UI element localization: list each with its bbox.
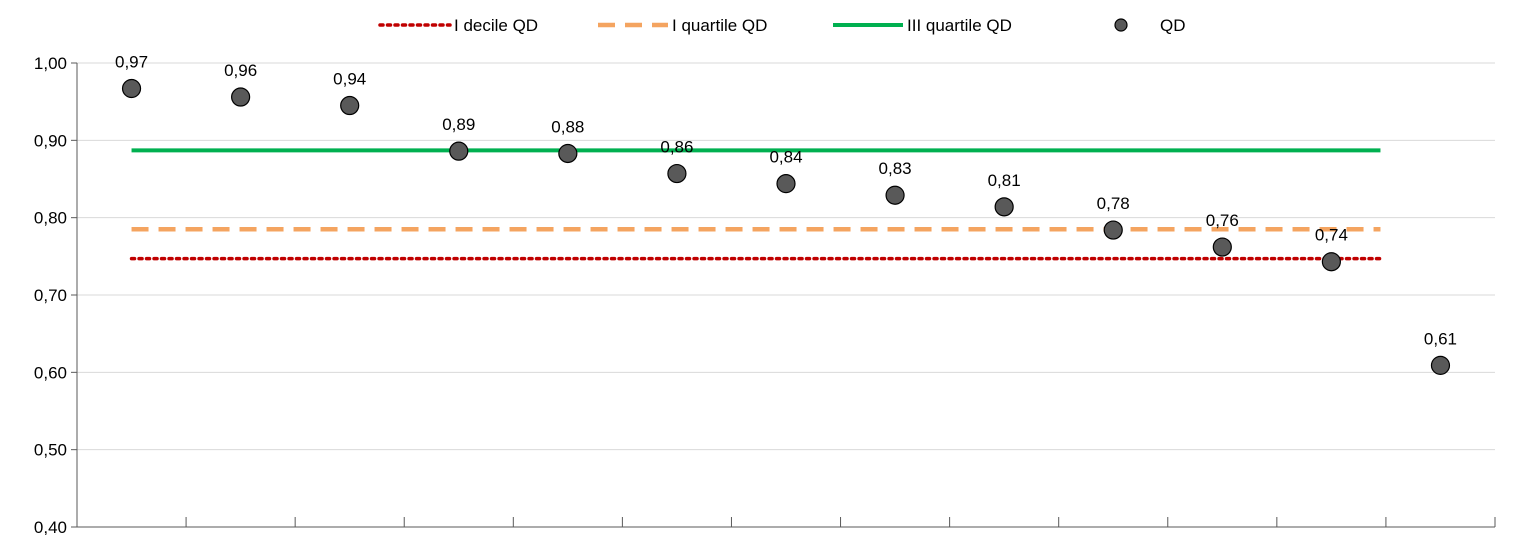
qd-point — [1321, 252, 1341, 272]
legend: I decile QD I quartile QD III quartile QD Q… — [378, 16, 1186, 35]
qd-data-label: 0,96 — [224, 61, 257, 80]
qd-data-label: 0,88 — [551, 117, 584, 136]
qd-point — [776, 174, 796, 194]
qd-data-label: 0,61 — [1424, 329, 1457, 348]
qd-data-label: 0,84 — [769, 148, 802, 167]
axes: 0,40 0,50 0,60 0,70 0,80 0,90 1,00 — [34, 54, 1496, 535]
y-tick-label: 0,50 — [34, 441, 67, 460]
data-labels: 0,97 0,96 0,94 0,89 0,88 0,86 0,84 0,83 0,81 0,78… — [115, 53, 1457, 349]
y-tick-label: 0,40 — [34, 518, 67, 535]
y-tick-label: 0,90 — [34, 131, 67, 150]
qd-point — [340, 95, 360, 116]
qd-point — [1103, 220, 1123, 240]
y-tick-label: 0,80 — [34, 209, 67, 228]
legend-label: I decile QD — [454, 16, 538, 35]
qd-data-label: 0,78 — [1097, 194, 1130, 213]
qd-data-label: 0,74 — [1315, 226, 1348, 245]
y-tick-label: 0,70 — [34, 286, 67, 305]
legend-swatch-point — [1114, 18, 1128, 32]
data-points — [121, 78, 1451, 375]
qd-point — [667, 163, 687, 184]
qd-point — [1212, 237, 1232, 257]
gridlines — [77, 62, 1495, 451]
qd-point — [885, 185, 905, 205]
qd-data-label: 0,89 — [442, 115, 475, 134]
qd-point — [231, 87, 251, 107]
qd-point — [121, 78, 142, 99]
reference-lines — [129, 148, 1383, 261]
qd-point — [558, 143, 578, 164]
qd-point — [449, 141, 469, 161]
legend-label: QD — [1160, 16, 1186, 35]
qd-data-label: 0,94 — [333, 70, 366, 89]
legend-label: I quartile QD — [672, 16, 767, 35]
qd-data-label: 0,83 — [879, 159, 912, 178]
qd-data-label: 0,97 — [115, 53, 148, 72]
qd-data-label: 0,86 — [660, 138, 693, 157]
qd-data-label: 0,81 — [988, 171, 1021, 190]
qd-point — [1430, 355, 1451, 375]
qd-point — [994, 197, 1014, 217]
y-tick-label: 0,60 — [34, 363, 67, 382]
y-tick-label: 1,00 — [34, 54, 67, 73]
qd-data-label: 0,76 — [1206, 211, 1239, 230]
legend-label: III quartile QD — [907, 16, 1012, 35]
